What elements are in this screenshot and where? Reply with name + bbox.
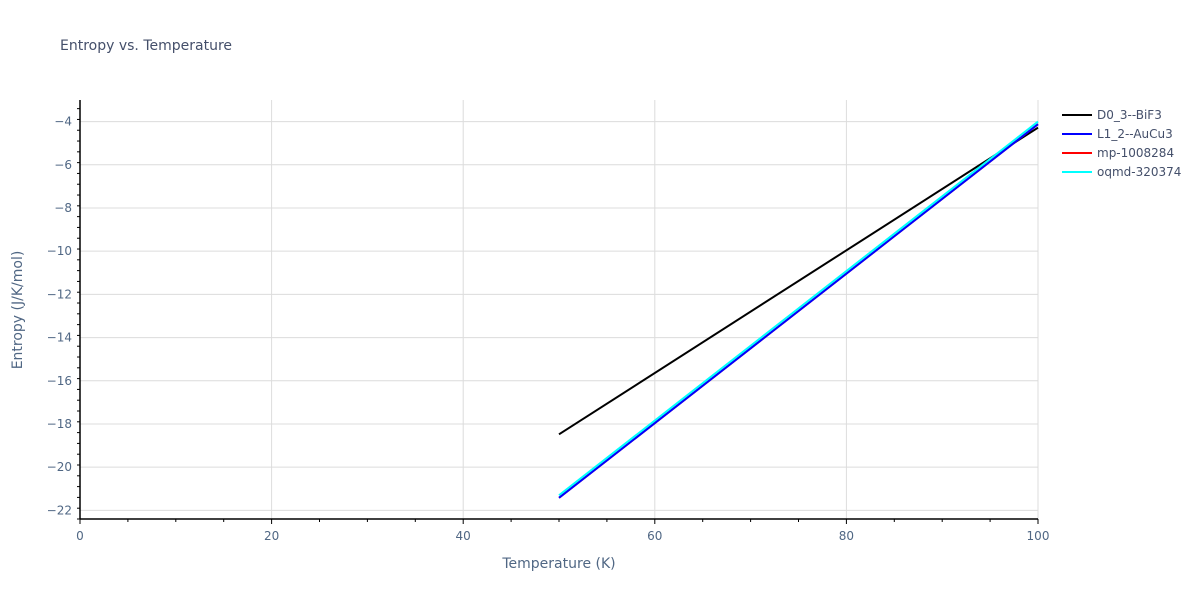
axes: 0 20 40 60 80 100 −22 −20 −18 −16 −14 −12 −10 −8 −6 −4	[47, 100, 1050, 543]
y-tick-label: −18	[47, 417, 72, 431]
y-tick-label: −14	[47, 331, 72, 345]
x-tick-label: 80	[839, 529, 854, 543]
legend-label: D0_3--BiF3	[1097, 108, 1162, 122]
x-axis-label: Temperature (K)	[501, 556, 615, 572]
y-tick-label: −10	[47, 244, 72, 258]
legend-label: L1_2--AuCu3	[1097, 127, 1173, 141]
y-axis-label: Entropy (J/K/mol)	[10, 251, 26, 370]
legend-item[interactable]: L1_2--AuCu3	[1062, 127, 1173, 141]
legend-label: oqmd-320374	[1097, 165, 1181, 179]
x-tick-label: 100	[1027, 529, 1050, 543]
x-tick-label: 0	[76, 529, 84, 543]
trace-L1_2--AuCu3	[558, 123, 1039, 499]
y-tick-label: −12	[47, 287, 72, 301]
y-tick-label: −22	[47, 503, 72, 517]
trace-oqmd-320374	[558, 120, 1039, 497]
legend[interactable]: D0_3--BiF3 L1_2--AuCu3 mp-1008284 oqmd-3203…	[1062, 108, 1181, 179]
legend-item[interactable]: oqmd-320374	[1062, 165, 1181, 179]
legend-label: mp-1008284	[1097, 146, 1174, 160]
chart-title: Entropy vs. Temperature	[60, 38, 232, 54]
plot-traces	[558, 120, 1039, 499]
y-tick-label: −20	[47, 460, 72, 474]
y-tick-label: −8	[54, 201, 72, 215]
grid-lines	[80, 100, 1039, 519]
legend-item[interactable]: mp-1008284	[1062, 146, 1174, 160]
y-tick-label: −4	[54, 115, 72, 129]
x-tick-label: 20	[264, 529, 279, 543]
y-tick-label: −16	[47, 374, 72, 388]
x-tick-label: 60	[647, 529, 662, 543]
legend-item[interactable]: D0_3--BiF3	[1062, 108, 1162, 122]
x-tick-label: 40	[456, 529, 471, 543]
y-tick-label: −6	[54, 158, 72, 172]
trace-D0_3--BiF3	[558, 126, 1039, 436]
